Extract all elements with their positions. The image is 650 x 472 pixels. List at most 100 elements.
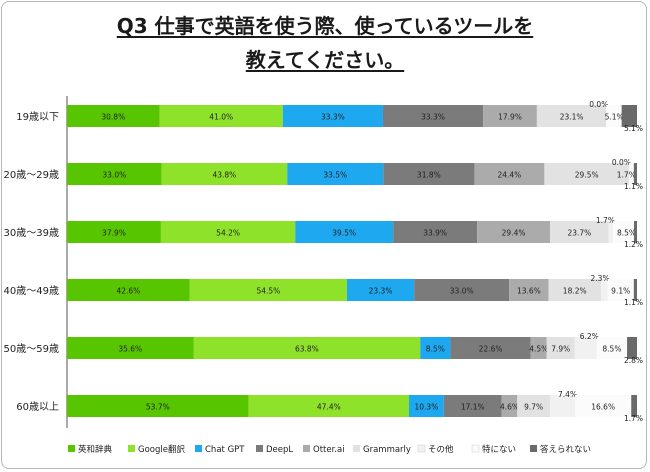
bar-segment — [627, 337, 637, 359]
bar-segment — [574, 337, 597, 359]
data-label: 2.3% — [591, 274, 610, 283]
category-label: 19歳以下 — [16, 111, 59, 123]
legend-label: その他 — [428, 444, 454, 455]
data-label: 33.0% — [102, 171, 126, 180]
bar-segment — [414, 279, 510, 301]
data-label: 33.3% — [421, 113, 445, 122]
data-label: 1.7% — [596, 216, 615, 225]
data-label: 7.9% — [551, 345, 570, 354]
data-label: 33.0% — [450, 287, 474, 296]
data-label: 30.8% — [101, 113, 125, 122]
bar-segment — [621, 105, 637, 127]
bar-segment — [382, 105, 484, 127]
data-label: 16.6% — [591, 403, 615, 412]
data-label: 53.7% — [146, 403, 170, 412]
data-label: 33.5% — [323, 171, 347, 180]
category-label: 50歳〜59歳 — [4, 343, 59, 355]
bar-segment — [67, 395, 249, 417]
data-label: 1.7% — [617, 171, 636, 180]
legend-label: Chat GPT — [205, 445, 245, 455]
legend-label: 特にない — [482, 444, 516, 455]
data-label: 24.4% — [497, 171, 521, 180]
data-label: 4.6% — [500, 403, 519, 412]
data-label: 35.6% — [118, 345, 142, 354]
legend-label: 答えられない — [540, 444, 591, 455]
data-label: 1.2% — [624, 240, 643, 249]
data-label: 1.1% — [624, 182, 643, 191]
data-label: 37.9% — [102, 229, 126, 238]
data-label: 29.5% — [575, 171, 599, 180]
legend-label: 英和辞典 — [78, 444, 113, 455]
bar-segment — [282, 105, 383, 127]
data-label: 9.1% — [611, 287, 630, 296]
data-label: 0.0% — [589, 100, 608, 109]
bar-segment — [67, 279, 190, 301]
data-label: 33.9% — [423, 229, 447, 238]
data-label: 0.0% — [612, 158, 631, 167]
data-label: 31.8% — [417, 171, 441, 180]
legend-swatch — [471, 444, 480, 453]
bar-segment — [477, 221, 551, 243]
bar-segment — [193, 337, 421, 359]
legend-swatch — [195, 445, 202, 452]
bar-segment — [546, 337, 575, 359]
data-label: 23.1% — [560, 113, 584, 122]
bar-segment — [596, 337, 628, 359]
bar-segment — [159, 105, 283, 127]
bar-segment — [631, 395, 637, 417]
bar-segment — [634, 221, 637, 243]
legend-swatch — [530, 445, 537, 452]
data-label: 8.5% — [617, 229, 636, 238]
bar-segment — [501, 395, 518, 417]
bar-segment — [474, 163, 545, 185]
legend-swatch — [256, 445, 263, 452]
category-label: 60歳以上 — [16, 401, 59, 413]
bar-segment — [606, 105, 622, 127]
legend-label: Google翻訳 — [138, 444, 185, 455]
bar-segment — [287, 163, 384, 185]
legend-label: Otter.ai — [313, 445, 345, 455]
bar-segment — [517, 395, 551, 417]
bar-segment — [633, 163, 637, 185]
bar-segment — [346, 279, 415, 301]
bar-segment — [67, 163, 162, 185]
data-label: 17.1% — [461, 403, 485, 412]
bar-segment — [160, 221, 296, 243]
bar-segment — [67, 105, 160, 127]
data-label: 47.4% — [317, 403, 341, 412]
data-label: 29.4% — [502, 229, 526, 238]
data-label: 18.2% — [563, 287, 587, 296]
bar-segment — [67, 337, 194, 359]
chart-title-line-1: Q3 仕事で英語を使う際、使っているツールを — [116, 14, 534, 38]
category-label: 20歳〜29歳 — [4, 169, 59, 181]
data-label: 8.5% — [426, 345, 445, 354]
data-label: 54.2% — [216, 229, 240, 238]
data-label: 33.3% — [321, 113, 345, 122]
legend-label: DeepL — [266, 445, 293, 455]
data-label: 22.6% — [479, 345, 503, 354]
bar-segment — [548, 279, 601, 301]
bar-segment — [409, 395, 444, 417]
bar-segment — [443, 395, 502, 417]
data-label: 23.3% — [369, 287, 393, 296]
bar-segment — [248, 395, 409, 417]
data-label: 39.5% — [332, 229, 356, 238]
data-label: 5.1% — [624, 124, 643, 133]
legend-swatch — [417, 444, 426, 453]
bar-segment — [536, 105, 607, 127]
legend-label: Grammarly — [363, 445, 411, 455]
bar-segment — [600, 279, 608, 301]
data-label: 13.6% — [517, 287, 541, 296]
bar-segment — [295, 221, 394, 243]
bar-segment — [67, 221, 161, 243]
data-label: 41.0% — [209, 113, 233, 122]
data-label: 6.2% — [580, 332, 599, 341]
legend-swatch — [303, 445, 310, 452]
bar-segment — [550, 221, 609, 243]
bar-segment — [189, 279, 347, 301]
bar-segment — [509, 279, 549, 301]
bar-segment — [383, 163, 475, 185]
legend-swatch — [353, 445, 360, 452]
data-label: 42.6% — [116, 287, 140, 296]
